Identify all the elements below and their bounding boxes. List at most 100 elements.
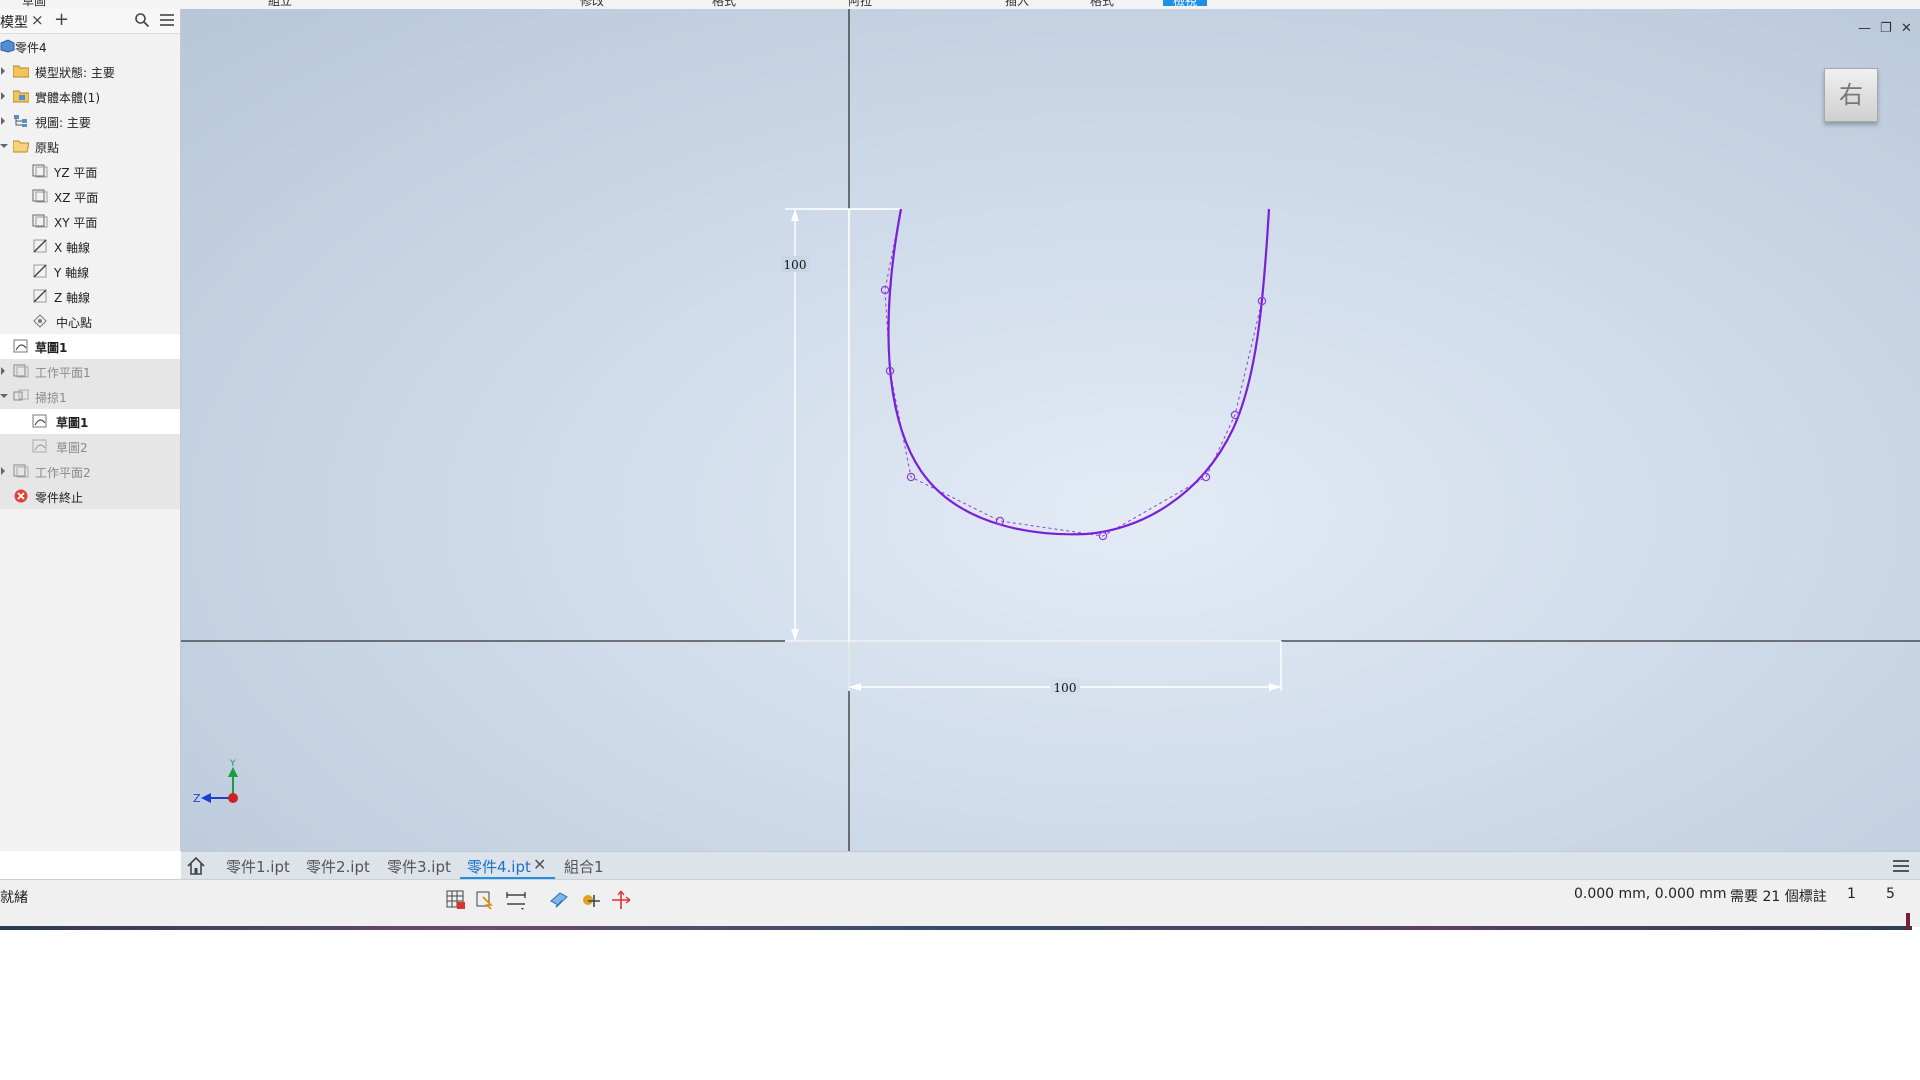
tree-node-sweep-sketch1[interactable]: 草圖1 xyxy=(0,409,180,434)
horizontal-dimension-value[interactable]: 100 xyxy=(1054,681,1077,695)
expand-arrow-icon[interactable] xyxy=(1,467,5,475)
ribbon-tab-active[interactable]: 檢視 xyxy=(1163,0,1208,8)
sketch-icon xyxy=(13,339,28,353)
browser-add-button[interactable]: + xyxy=(54,9,70,30)
sweep-icon xyxy=(13,389,29,401)
tree-node-origin[interactable]: 原點 xyxy=(0,134,180,159)
tree-node-yz-plane[interactable]: YZ 平面 xyxy=(0,159,180,184)
tree-node-view[interactable]: 視圖: 主要 xyxy=(0,109,180,134)
plane-icon xyxy=(32,164,48,178)
axis-icon xyxy=(33,239,47,253)
status-count-b: 5 xyxy=(1886,886,1895,902)
axis-icon xyxy=(33,289,47,303)
collapse-arrow-icon[interactable] xyxy=(0,144,8,148)
tree-node-sketch2[interactable]: 草圖2 xyxy=(0,434,180,459)
viewcube[interactable]: 右 xyxy=(1824,68,1878,122)
expand-arrow-icon[interactable] xyxy=(1,367,5,375)
tab-part1[interactable]: 零件1.ipt xyxy=(226,858,290,876)
degrees-of-freedom-icon[interactable] xyxy=(610,889,632,911)
horizontal-dimension[interactable]: 100 xyxy=(848,640,1282,695)
inventor-window: 草圖 組立 修改 格式 阿拉 插入 格式 檢視 模型 × + 零件4 模型狀態:… xyxy=(0,0,1920,930)
tree-node-sketch1[interactable]: 草圖1 xyxy=(0,334,180,359)
plane-icon xyxy=(32,189,48,203)
triad-y-label: Y xyxy=(229,759,236,769)
tab-part2[interactable]: 零件2.ipt xyxy=(306,858,370,876)
work-plane-icon xyxy=(13,464,29,478)
plane-icon xyxy=(32,214,48,228)
tree-node-y-axis[interactable]: Y 軸線 xyxy=(0,259,180,284)
active-tab-indicator xyxy=(460,877,555,880)
tree-node-end-of-part[interactable]: 零件終止 xyxy=(0,484,180,509)
coordinate-triad: Y Z xyxy=(193,759,238,805)
tree-node-sweep1[interactable]: 掃掠1 xyxy=(0,384,180,409)
vertical-dimension-value[interactable]: 100 xyxy=(784,258,807,272)
tree-node-work-plane2[interactable]: 工作平面2 xyxy=(0,459,180,484)
collapse-arrow-icon[interactable] xyxy=(0,394,8,398)
end-of-part-icon xyxy=(14,489,28,503)
taskbar-edge xyxy=(1906,913,1910,930)
view-icon xyxy=(14,115,27,127)
status-bar: 就緒 0.000 mm, 0.000 mm 需要 21 個標註 1 5 xyxy=(0,879,1920,927)
restore-icon[interactable]: ❐ xyxy=(1880,21,1892,36)
tab-list-icon[interactable] xyxy=(1892,858,1910,874)
status-ready: 就緒 xyxy=(0,890,28,906)
spline-control-points[interactable] xyxy=(880,285,1267,541)
expand-arrow-icon[interactable] xyxy=(1,92,5,100)
grid-snap-icon[interactable] xyxy=(445,889,467,911)
vertical-dimension[interactable]: 100 xyxy=(781,208,901,642)
tab-assembly1[interactable]: 組合1 xyxy=(564,858,604,876)
tab-part4[interactable]: 零件4.ipt xyxy=(467,858,531,876)
ribbon-tab[interactable]: 組立 xyxy=(268,0,293,8)
tab-close-icon[interactable]: ✕ xyxy=(533,855,547,874)
status-coordinates: 0.000 mm, 0.000 mm xyxy=(1574,886,1727,902)
sketch-canvas[interactable]: 100 100 xyxy=(181,9,1920,851)
tree-node-x-axis[interactable]: X 軸線 xyxy=(0,234,180,259)
constraint-icon[interactable] xyxy=(475,889,497,911)
expand-arrow-icon[interactable] xyxy=(1,117,5,125)
browser-tree: 零件4 模型狀態: 主要 實體本體(1) 視圖: 主要 原點 xyxy=(0,34,180,509)
ribbon-tab[interactable]: 草圖 xyxy=(22,0,47,8)
sketch-icon xyxy=(32,439,47,453)
tree-node-xz-plane[interactable]: XZ 平面 xyxy=(0,184,180,209)
home-icon[interactable] xyxy=(186,856,206,876)
origin-folder-icon xyxy=(13,140,29,153)
project-geometry-icon[interactable] xyxy=(548,889,570,911)
ribbon-tab[interactable]: 格式 xyxy=(712,0,737,8)
dimension-icon[interactable] xyxy=(505,889,527,911)
document-tabs: 零件1.ipt 零件2.ipt 零件3.ipt 零件4.ipt ✕ 組合1 xyxy=(181,851,1920,880)
model-browser: 模型 × + 零件4 模型狀態: 主要 實體本體(1) xyxy=(0,9,181,851)
triad-z-label: Z xyxy=(193,792,201,805)
tab-part3[interactable]: 零件3.ipt xyxy=(387,858,451,876)
ribbon-tab[interactable]: 修改 xyxy=(580,0,605,8)
axis-icon xyxy=(33,264,47,278)
minimize-icon[interactable]: — xyxy=(1858,21,1871,36)
show-constraints-icon[interactable] xyxy=(580,889,602,911)
tree-node-solid-bodies[interactable]: 實體本體(1) xyxy=(0,84,180,109)
spline-curve[interactable] xyxy=(887,208,1271,536)
solid-bodies-icon xyxy=(13,90,29,103)
ribbon-tab[interactable]: 插入 xyxy=(1005,0,1030,8)
viewcube-face-label[interactable]: 右 xyxy=(1839,81,1863,109)
tree-node-z-axis[interactable]: Z 軸線 xyxy=(0,284,180,309)
tree-node-center-point[interactable]: 中心點 xyxy=(0,309,180,334)
menu-icon[interactable] xyxy=(159,12,175,28)
tree-node-xy-plane[interactable]: XY 平面 xyxy=(0,209,180,234)
taskbar-strip xyxy=(0,926,1912,930)
part-icon xyxy=(0,39,15,53)
tree-node-part[interactable]: 零件4 xyxy=(0,34,180,59)
tree-node-work-plane1[interactable]: 工作平面1 xyxy=(0,359,180,384)
sketch-icon xyxy=(32,414,47,428)
expand-arrow-icon[interactable] xyxy=(1,67,5,75)
ribbon-tab[interactable]: 格式 xyxy=(1090,0,1115,8)
browser-close-button[interactable]: × xyxy=(31,11,44,29)
tree-node-model-state[interactable]: 模型狀態: 主要 xyxy=(0,59,180,84)
browser-title[interactable]: 模型 xyxy=(0,15,28,31)
graphics-window[interactable]: 100 100 xyxy=(181,9,1920,851)
status-count-a: 1 xyxy=(1847,886,1856,902)
search-icon[interactable] xyxy=(134,12,150,28)
ribbon-tab[interactable]: 阿拉 xyxy=(848,0,873,8)
browser-header: 模型 × + xyxy=(0,9,180,34)
close-icon[interactable]: ✕ xyxy=(1901,21,1912,36)
work-plane-icon xyxy=(13,364,29,378)
folder-icon xyxy=(13,65,29,78)
